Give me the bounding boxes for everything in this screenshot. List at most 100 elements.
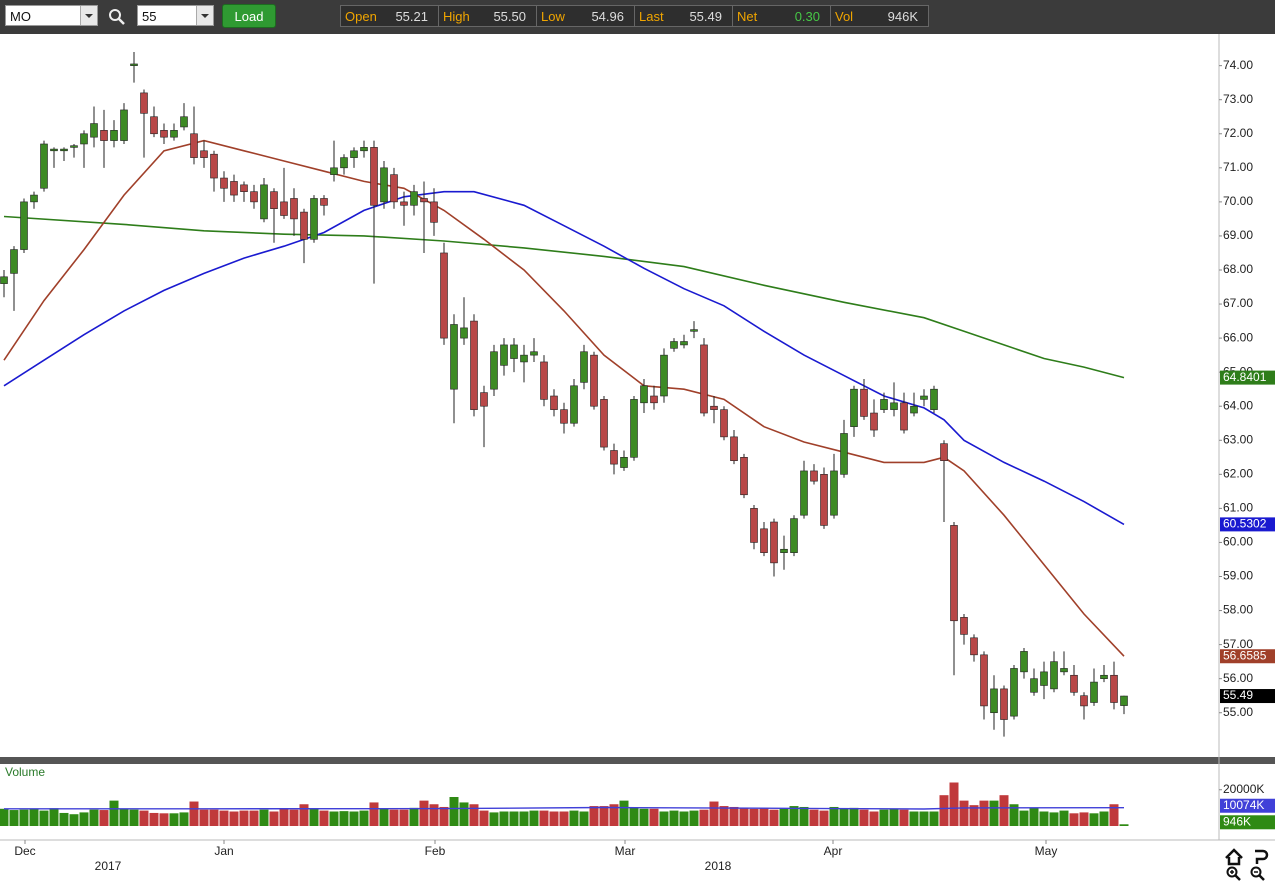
candle-body (270, 191, 278, 209)
candle-body (1030, 678, 1038, 693)
candle-body (870, 412, 878, 431)
quote-strip: Open 55.21 High 55.50 Low 54.96 Last 55.49 Net 0.… (340, 5, 929, 27)
candle-body (660, 354, 668, 397)
candle-body (450, 324, 458, 390)
candle-body (590, 354, 598, 407)
candle-body (930, 388, 938, 410)
candle-body (570, 385, 578, 424)
candle-body (110, 130, 118, 141)
volume-bar (559, 811, 569, 826)
volume-title: Volume (5, 765, 45, 779)
candle-body (250, 191, 258, 203)
volume-bar (319, 810, 329, 826)
volume-bar (229, 811, 239, 826)
volume-bar (89, 809, 99, 826)
period: 55 (142, 9, 157, 24)
x-tick-label: Jan (214, 844, 233, 858)
volume-bar (579, 811, 589, 826)
volume-bar (1029, 807, 1039, 826)
volume-bar (649, 808, 659, 826)
dropdown[interactable] (196, 6, 213, 25)
quote-cell: Low 54.96 (536, 5, 635, 27)
volume-bar (669, 810, 679, 826)
volume-bar (709, 801, 719, 826)
y-tick-label: 72.00 (1223, 126, 1253, 140)
volume-bar (999, 795, 1009, 826)
y-tick-label: 55.00 (1223, 705, 1253, 719)
home-icon[interactable] (1225, 848, 1243, 866)
volume-bar (989, 800, 999, 826)
dropdown[interactable] (80, 6, 97, 25)
volume-bar (879, 809, 889, 826)
volume-bar (39, 810, 49, 826)
candle-body (530, 351, 538, 356)
candle-body (0, 276, 8, 284)
candle-body (880, 399, 888, 410)
candle-body (810, 470, 818, 482)
volume-bar (349, 811, 359, 826)
candle-body (440, 252, 448, 339)
volume-bar (679, 811, 689, 826)
candle-body (1060, 668, 1068, 673)
zoom-out-icon[interactable] (1250, 866, 1265, 881)
y-tick-label: 58.00 (1223, 603, 1253, 617)
volume-bar (819, 810, 829, 826)
quote-cell: Net 0.30 (732, 5, 831, 27)
volume-bar (389, 809, 399, 826)
candle-body (580, 351, 588, 383)
search-icon[interactable] (108, 8, 126, 26)
candle-body (830, 470, 838, 516)
candle-body (370, 147, 378, 206)
x-tick-label: May (1035, 844, 1058, 858)
candle-body (230, 181, 238, 196)
y-tick-label: 66.00 (1223, 330, 1253, 344)
x-tick-label: Apr (824, 844, 843, 858)
volume-bar (919, 811, 929, 826)
period-input[interactable]: 55 (137, 5, 214, 26)
symbol-input[interactable]: MO (5, 5, 98, 26)
candle-body (610, 450, 618, 465)
candle-body (630, 399, 638, 458)
candle-body (540, 361, 548, 400)
candle-body (10, 249, 18, 274)
y-tick-label: 60.00 (1223, 535, 1253, 549)
candle-body (1020, 651, 1028, 673)
volume-bar (469, 804, 479, 826)
candle-body (100, 130, 108, 141)
quote-label: Last (639, 8, 664, 24)
volume-bar (1049, 812, 1059, 826)
undo-icon[interactable] (1255, 849, 1269, 864)
candle-body (290, 198, 298, 220)
quote-value: 946K (887, 8, 918, 24)
volume-bar (49, 808, 59, 826)
candle-body (690, 329, 698, 332)
x-tick-label: Feb (425, 844, 446, 858)
candle-body (720, 409, 728, 438)
candle-body (950, 525, 958, 622)
volume-average (4, 806, 1125, 810)
candle-body (150, 116, 158, 135)
volume-bar (949, 782, 959, 826)
candle-body (740, 457, 748, 496)
y-tick-label: 74.00 (1223, 58, 1253, 72)
zoom-in-icon[interactable] (1226, 866, 1241, 881)
volume-bar (279, 808, 289, 826)
volume-bar (599, 806, 609, 826)
y-tick-label: 73.00 (1223, 92, 1253, 106)
volume-bar (379, 808, 389, 826)
volume-bar (549, 811, 559, 826)
candle-body (360, 147, 368, 152)
y-tick-label: 64.00 (1223, 398, 1253, 412)
candle-body (910, 405, 918, 414)
load-button[interactable]: Load (222, 4, 276, 28)
quote-cell: Vol 946K (830, 5, 929, 27)
candle-body (20, 201, 28, 250)
y-tick-label: 57.00 (1223, 637, 1253, 651)
quote-label: Open (345, 8, 377, 24)
candle-body (760, 528, 768, 553)
last-price-label: 55.49 (1223, 688, 1253, 702)
candle-body (330, 167, 338, 175)
candle-body (210, 153, 218, 179)
candle-body (970, 637, 978, 656)
